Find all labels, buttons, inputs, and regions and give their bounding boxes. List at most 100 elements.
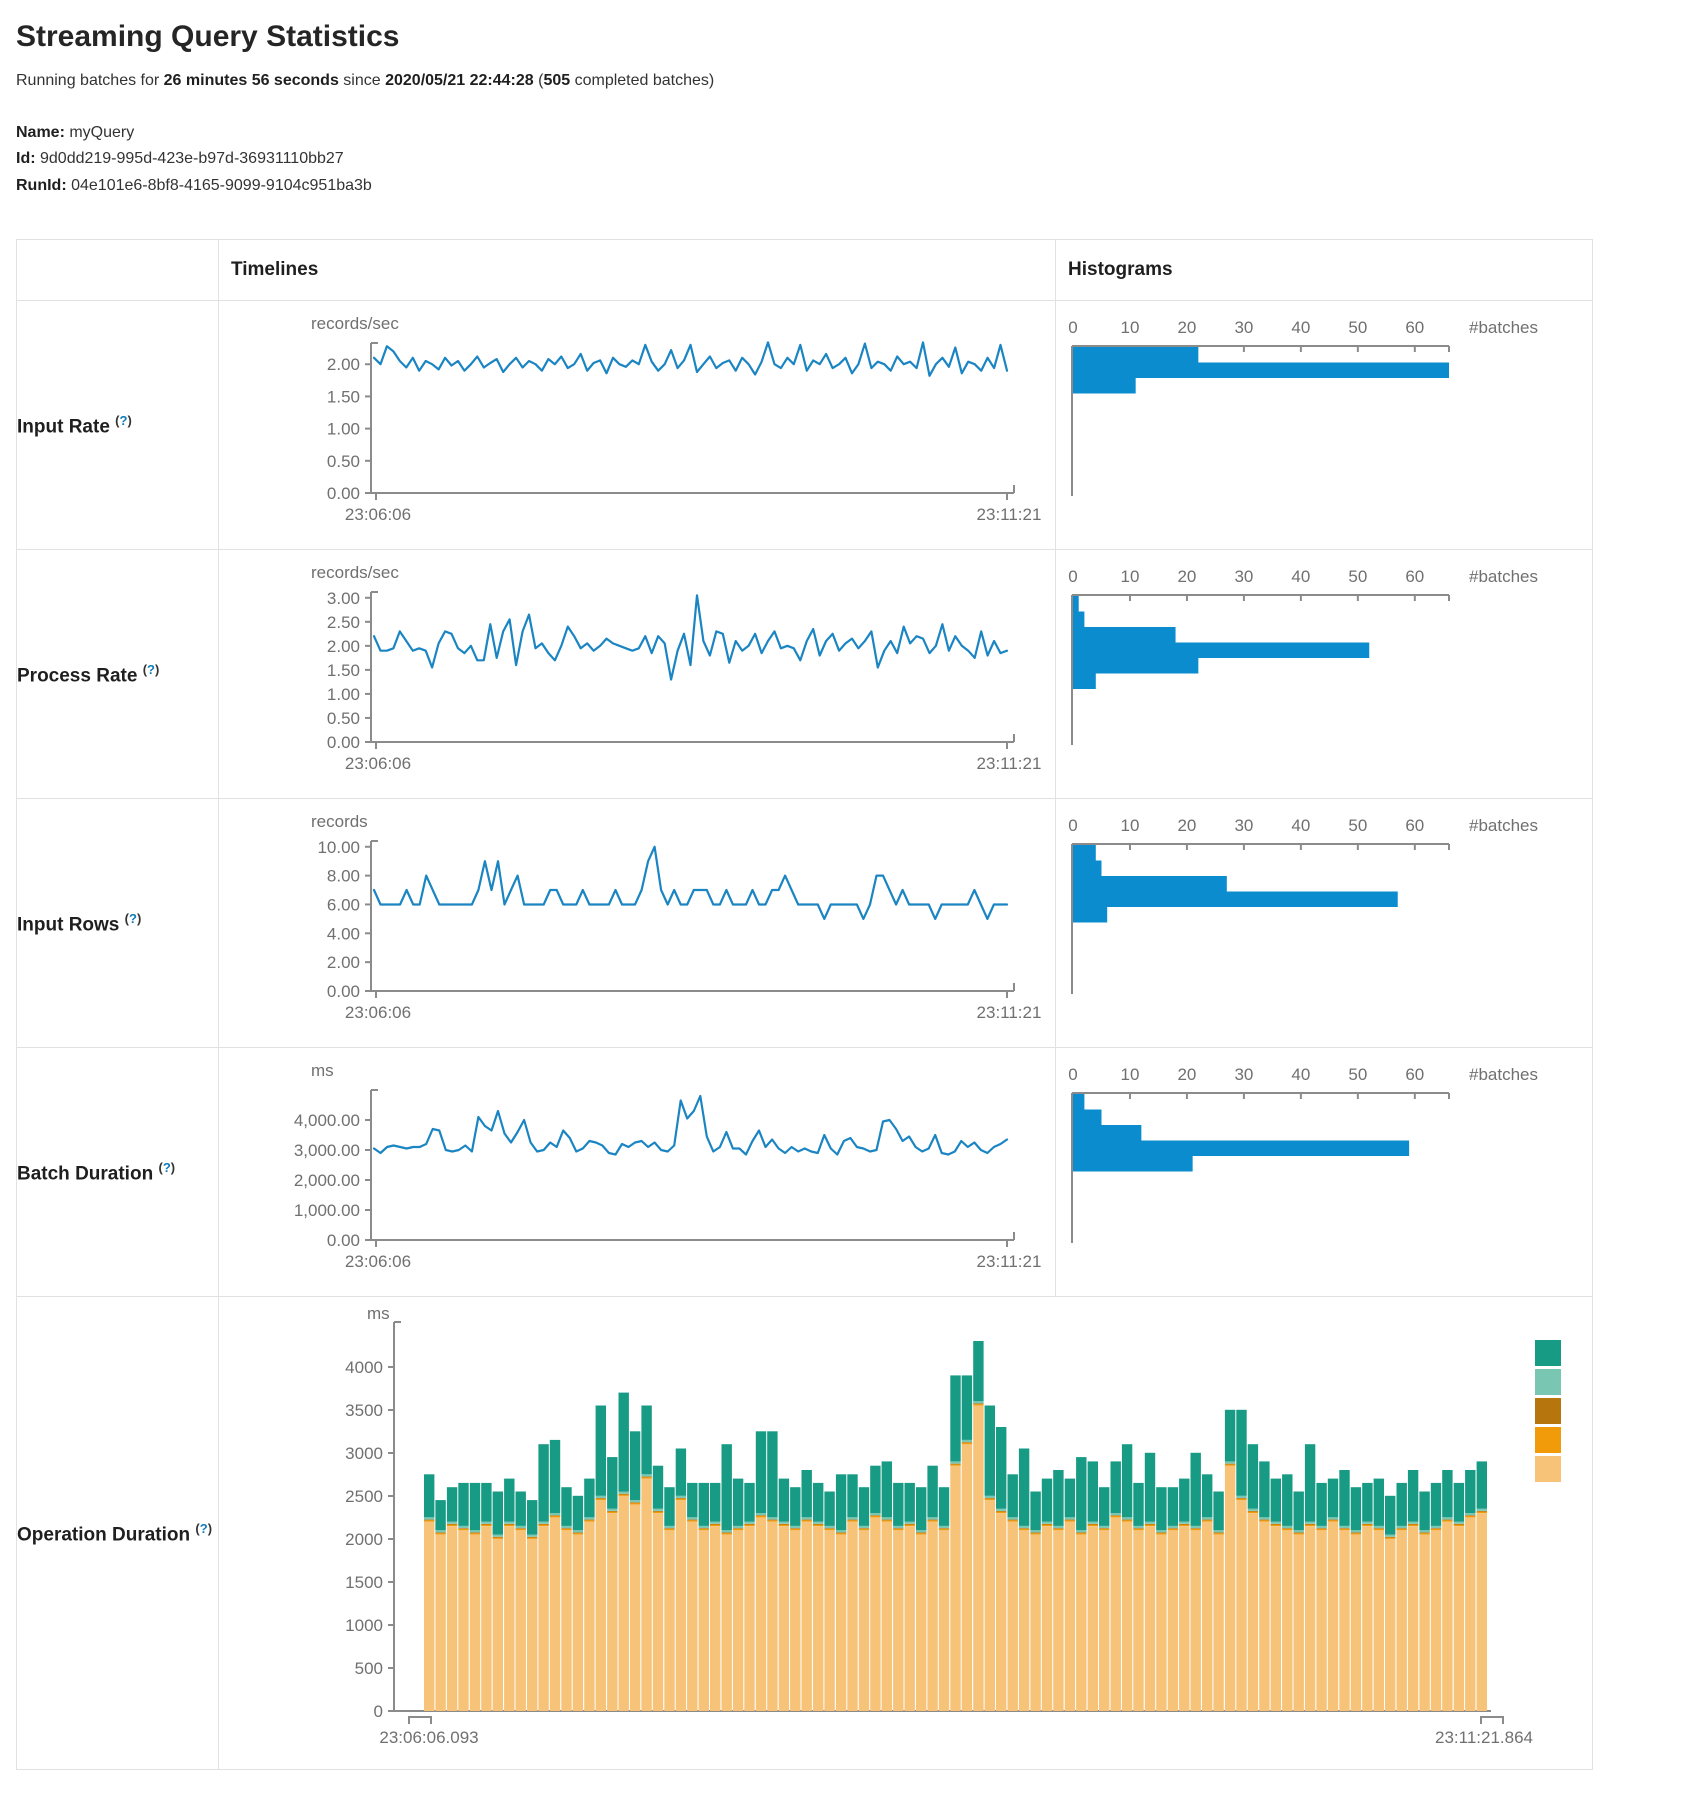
query-name-line: Name: myQuery xyxy=(16,120,1677,146)
input-rate-row: Input Rate (?) records/sec 0.00 0.50 1.00 1.… xyxy=(16,300,1593,551)
svg-text:40: 40 xyxy=(1291,567,1310,586)
svg-text:20: 20 xyxy=(1177,816,1196,835)
svg-text:0: 0 xyxy=(1068,567,1077,586)
svg-text:23:11:21: 23:11:21 xyxy=(977,1252,1042,1271)
svg-text:records/sec: records/sec xyxy=(311,563,399,582)
input-rate-help-icon[interactable]: (?) xyxy=(115,412,132,428)
svg-text:0.00: 0.00 xyxy=(327,484,360,503)
batch-duration-label: Batch Duration xyxy=(17,1162,154,1184)
statistics-table: Timelines Histograms Input Rate (?) reco… xyxy=(16,239,1593,1771)
operation-duration-label: Operation Duration xyxy=(17,1523,191,1545)
process-rate-help-icon[interactable]: (?) xyxy=(142,661,160,677)
svg-text:50: 50 xyxy=(1348,567,1367,586)
svg-text:20: 20 xyxy=(1177,1065,1196,1084)
svg-text:4,000.00: 4,000.00 xyxy=(294,1111,360,1130)
batch-duration-histogram-chart: 0 10 20 30 40 50 60 #batches xyxy=(1056,1048,1592,1296)
svg-text:0: 0 xyxy=(1068,1065,1077,1084)
svg-text:ms: ms xyxy=(311,1061,334,1080)
process-rate-label: Process Rate xyxy=(17,664,138,686)
input-rows-timeline-chart: records 0.00 2.00 4.00 6.00 8.00 10.00 23:06:06… xyxy=(219,799,1055,1047)
svg-text:2500: 2500 xyxy=(345,1487,383,1506)
svg-text:23:06:06: 23:06:06 xyxy=(345,754,411,773)
header-empty-cell xyxy=(16,239,219,302)
svg-text:30: 30 xyxy=(1234,318,1253,337)
svg-text:records: records xyxy=(311,812,368,831)
svg-text:#batches: #batches xyxy=(1469,816,1538,835)
svg-text:2,000.00: 2,000.00 xyxy=(294,1171,360,1190)
svg-text:10: 10 xyxy=(1121,816,1140,835)
svg-text:30: 30 xyxy=(1234,567,1253,586)
svg-text:2.00: 2.00 xyxy=(327,637,360,656)
svg-text:10: 10 xyxy=(1121,567,1140,586)
svg-text:60: 60 xyxy=(1405,567,1424,586)
header-timelines: Timelines xyxy=(218,239,1056,302)
svg-text:2.00: 2.00 xyxy=(327,953,360,972)
svg-text:60: 60 xyxy=(1405,816,1424,835)
query-runid-value: 04e101e6-8bf8-4165-9099-9104c951ba3b xyxy=(66,176,372,194)
process-rate-histogram-chart: 0 10 20 30 40 50 60 #batches xyxy=(1056,550,1592,798)
svg-text:60: 60 xyxy=(1405,318,1424,337)
process-rate-row: Process Rate (?) records/sec 0.00 0.50 1.00… xyxy=(16,549,1593,800)
svg-text:#batches: #batches xyxy=(1469,567,1538,586)
query-name-value: myQuery xyxy=(64,124,135,141)
input-rows-help-icon[interactable]: (?) xyxy=(124,910,142,926)
process-rate-label-cell: Process Rate (?) xyxy=(16,549,219,800)
batch-duration-row: Batch Duration (?) ms 0.00 1,000.00 2,000.0… xyxy=(16,1047,1593,1298)
query-name-label: Name: xyxy=(16,124,65,141)
svg-text:8.00: 8.00 xyxy=(327,867,360,886)
query-id-label: Id: xyxy=(16,150,36,168)
svg-text:2.00: 2.00 xyxy=(327,355,360,374)
running-prefix: Running batches for xyxy=(16,72,164,89)
running-suffix: completed batches) xyxy=(570,72,715,89)
svg-text:1.00: 1.00 xyxy=(327,420,360,439)
svg-text:ms: ms xyxy=(367,1304,390,1323)
svg-text:23:06:06.093: 23:06:06.093 xyxy=(379,1728,478,1747)
svg-text:20: 20 xyxy=(1177,567,1196,586)
svg-text:2000: 2000 xyxy=(345,1530,383,1549)
svg-text:23:11:21: 23:11:21 xyxy=(977,505,1042,524)
svg-text:0.00: 0.00 xyxy=(327,733,360,752)
svg-text:500: 500 xyxy=(355,1659,383,1678)
svg-text:6.00: 6.00 xyxy=(327,896,360,915)
query-id-value: 9d0dd219-995d-423e-b97d-36931110bb27 xyxy=(35,150,344,168)
table-header-row: Timelines Histograms xyxy=(16,239,1593,302)
svg-text:3500: 3500 xyxy=(345,1401,383,1420)
input-rows-row: Input Rows (?) records 0.00 2.00 4.00 6.00 8.… xyxy=(16,798,1593,1049)
batch-duration-help-icon[interactable]: (?) xyxy=(158,1159,176,1175)
input-rate-label-cell: Input Rate (?) xyxy=(16,300,219,551)
batch-duration-timeline-chart: ms 0.00 1,000.00 2,000.00 3,000.00 4,000.00 23… xyxy=(219,1048,1055,1296)
svg-text:30: 30 xyxy=(1234,1065,1253,1084)
svg-text:1.50: 1.50 xyxy=(327,661,360,680)
query-id-line: Id: 9d0dd219-995d-423e-b97d-36931110bb27 xyxy=(16,146,1677,172)
query-info: Name: myQuery Id: 9d0dd219-995d-423e-b97… xyxy=(16,120,1677,199)
input-rate-timeline-chart: records/sec 0.00 0.50 1.00 1.50 2.00 23:06:06 2… xyxy=(219,301,1055,549)
svg-text:1500: 1500 xyxy=(345,1573,383,1592)
svg-text:#batches: #batches xyxy=(1469,1065,1538,1084)
svg-text:50: 50 xyxy=(1348,318,1367,337)
svg-text:40: 40 xyxy=(1291,1065,1310,1084)
svg-text:20: 20 xyxy=(1177,318,1196,337)
svg-text:40: 40 xyxy=(1291,816,1310,835)
operation-duration-label-cell: Operation Duration (?) xyxy=(16,1296,219,1771)
operation-duration-row: Operation Duration (?) ms 0 500 1000 1500 200… xyxy=(16,1296,1593,1771)
svg-text:records/sec: records/sec xyxy=(311,314,399,333)
svg-text:0: 0 xyxy=(1068,318,1077,337)
operation-duration-help-icon[interactable]: (?) xyxy=(195,1520,213,1536)
svg-text:4000: 4000 xyxy=(345,1358,383,1377)
svg-text:30: 30 xyxy=(1234,816,1253,835)
svg-text:23:06:06: 23:06:06 xyxy=(345,1003,411,1022)
running-duration: 26 minutes 56 seconds xyxy=(163,72,339,89)
svg-text:10: 10 xyxy=(1121,318,1140,337)
svg-text:3000: 3000 xyxy=(345,1444,383,1463)
svg-text:0.50: 0.50 xyxy=(327,709,360,728)
svg-text:0.00: 0.00 xyxy=(327,982,360,1001)
svg-text:0: 0 xyxy=(1068,816,1077,835)
svg-text:50: 50 xyxy=(1348,1065,1367,1084)
batch-duration-label-cell: Batch Duration (?) xyxy=(16,1047,219,1298)
process-rate-timeline-chart: records/sec 0.00 0.50 1.00 1.50 2.00 2.50 3.00 2… xyxy=(219,550,1055,798)
input-rows-label: Input Rows xyxy=(17,913,120,935)
svg-text:40: 40 xyxy=(1291,318,1310,337)
svg-text:23:06:06: 23:06:06 xyxy=(345,505,411,524)
svg-text:1.00: 1.00 xyxy=(327,685,360,704)
